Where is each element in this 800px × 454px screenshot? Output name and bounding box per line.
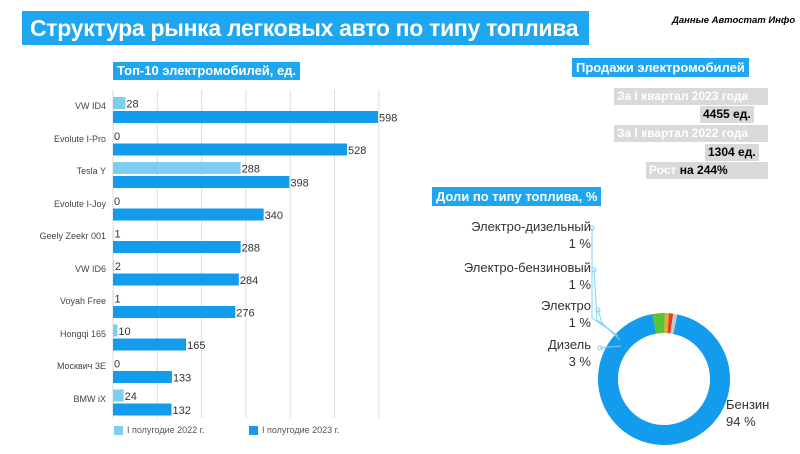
label-dizel: Дизель 3 % (440, 336, 591, 370)
label-elektro-benzin: Электро-бензиновый 1 % (440, 259, 591, 293)
bar-2023 (113, 208, 264, 221)
leader-line (597, 309, 621, 341)
leader-line (593, 269, 619, 337)
bar-category-label: Evolute I-Joy (53, 198, 106, 209)
label-elektro-dizel-value: 1 % (568, 236, 591, 251)
sales-q1-2023-value: 4455 ед. (700, 106, 754, 123)
bar-category-label: BMW iX (73, 393, 107, 404)
bar-category-label: Geely Zeekr 001 (39, 231, 106, 241)
label-elektro-benzin-name: Электро-бензиновый (463, 260, 591, 275)
label-dizel-value: 3 % (568, 354, 591, 369)
sales-q1-2023-label: За I квартал 2023 года (614, 88, 768, 105)
bar-value-label: 340 (265, 210, 283, 222)
bar-value-label: 132 (172, 405, 190, 417)
legend-2022-swatch (114, 426, 123, 435)
donut-slice (664, 313, 670, 334)
bar-2022 (113, 324, 118, 337)
bar-2023 (113, 371, 172, 383)
bar-value-label: 288 (242, 164, 260, 176)
bar-2023 (113, 111, 378, 123)
sales-growth: Рост на 244% (646, 162, 768, 179)
bar-category-label: VW ID4 (74, 101, 106, 111)
donut-slice (652, 313, 665, 334)
leader-dot (591, 267, 597, 273)
sales-growth-value: на 244% (679, 163, 728, 177)
leader-line (599, 345, 622, 349)
bar-2023 (113, 143, 347, 156)
leader-dot (597, 345, 603, 351)
legend-2022-label: I полугодие 2022 г. (127, 425, 205, 435)
label-elektro: Электро 1 % (440, 297, 591, 331)
sales-title: Продажи электромобилей (572, 58, 749, 77)
leader-dot (595, 307, 601, 313)
bar-2022 (113, 389, 124, 402)
leader-dot (589, 225, 595, 231)
bar-category-label: Москвич 3Е (56, 361, 106, 371)
bar-value-label: 284 (240, 275, 258, 287)
bar-value-label: 165 (187, 340, 205, 352)
bar-chart-title: Топ-10 электромобилей, ед. (113, 62, 301, 80)
bar-category-label: Hongqi 165 (59, 328, 106, 339)
legend-2023-swatch (249, 426, 258, 435)
donut-chart-title: Доли по типу топлива, % (432, 187, 602, 206)
label-elektro-value: 1 % (568, 315, 591, 330)
page-title: Структура рынка легковых авто по типу то… (22, 11, 589, 45)
bar-value-label: 0 (114, 131, 120, 143)
bar-value-label: 528 (348, 145, 366, 157)
label-elektro-dizel-name: Электро-дизельный (471, 219, 591, 234)
bar-chart: 28 598 0 528 288 398 0 340 1 288 2 284 1 276 10 165 0 133… (112, 90, 397, 418)
bar-value-label: 1 (114, 294, 120, 306)
bar-2023 (113, 241, 241, 253)
legend-2023-label: I полугодие 2023 г. (262, 425, 340, 435)
bar-2022 (113, 162, 241, 174)
bar-value-label: 598 (379, 113, 397, 125)
bar-2023 (113, 403, 172, 416)
donut-slice (667, 313, 674, 334)
bar-category-label: Tesla Y (76, 166, 106, 176)
leader-line (591, 228, 615, 334)
bar-value-label: 0 (114, 359, 120, 371)
sales-q1-2022-label: За I квартал 2022 года (614, 125, 768, 142)
donut-chart (589, 225, 730, 445)
bar-value-label: 28 (126, 99, 138, 111)
bar-value-label: 288 (242, 243, 260, 255)
bar-2022 (113, 259, 114, 272)
label-benzin: Бензин 94 % (726, 396, 769, 430)
donut-slice (598, 314, 730, 445)
source-note: Данные Автостат Инфо (672, 15, 796, 26)
sales-growth-label: Рост (649, 163, 677, 177)
label-dizel-name: Дизель (547, 337, 591, 352)
bar-value-label: 10 (118, 326, 130, 338)
bar-value-label: 1 (114, 229, 120, 241)
label-benzin-name: Бензин (726, 397, 770, 412)
bar-2023 (113, 176, 290, 188)
bar-category-label: VW ID6 (74, 263, 106, 274)
sales-q1-2022-value: 1304 ед. (705, 144, 759, 161)
bar-value-label: 0 (114, 196, 120, 208)
bar-category-label: Voyah Free (59, 296, 106, 306)
donut-slice (670, 313, 678, 334)
bar-value-label: 276 (236, 308, 254, 320)
label-elektro-name: Электро (541, 298, 591, 313)
bar-category-label: Evolute I-Pro (53, 133, 106, 144)
bar-2022 (113, 97, 126, 109)
label-benzin-value: 94 % (726, 414, 756, 429)
bar-value-label: 133 (173, 373, 191, 385)
bar-2023 (113, 338, 187, 351)
bar-value-label: 24 (125, 391, 137, 403)
bar-2023 (113, 273, 239, 286)
bar-value-label: 2 (115, 261, 121, 273)
bar-value-label: 398 (290, 178, 308, 190)
label-elektro-dizel: Электро-дизельный 1 % (440, 218, 591, 252)
label-elektro-benzin-value: 1 % (568, 277, 591, 292)
bar-2023 (113, 306, 236, 318)
